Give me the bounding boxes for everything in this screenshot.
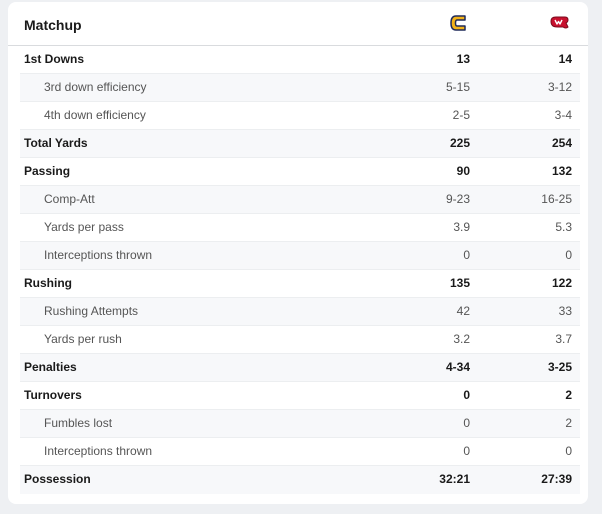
team1-stat-value: 90 [456,164,470,178]
stat-row: Passing 90 132 [20,158,580,186]
stat-label: Rushing [24,276,72,290]
stat-row: Interceptions thrown 0 0 [20,242,580,270]
stat-label: Fumbles lost [44,416,113,430]
team2-stat-value: 27:39 [541,472,572,486]
stat-row: Rushing Attempts 42 33 [20,298,580,326]
team2-stat-value: 122 [551,276,572,290]
team2-stat-value: 16-25 [541,192,572,206]
stat-row: Comp-Att 9-23 16-25 [20,186,580,214]
team2-stat-value: 3.7 [555,332,572,346]
stat-label: Rushing Attempts [44,304,139,318]
stat-label: Penalties [24,360,77,374]
stat-label: Total Yards [24,136,88,150]
team1-stat-value: 5-15 [445,80,470,94]
stat-label: 1st Downs [24,52,85,66]
team2-stat-value: 2 [565,416,572,430]
team1-stat-value: 2-5 [452,108,470,122]
stat-row: Total Yards 225 254 [20,130,580,158]
stat-label: Turnovers [24,388,82,402]
stat-row: Interceptions thrown 0 0 [20,438,580,466]
stat-label: Possession [24,472,91,486]
matchup-header: Matchup [8,2,588,46]
team2-stat-value: 3-12 [547,80,572,94]
matchup-card: Matchup 1st Downs 13 14 3rd down efficiency… [8,2,588,504]
team1-stat-value: 3.9 [453,220,470,234]
team2-stat-value: 3-25 [547,360,572,374]
chattanooga-c-logo-icon[interactable] [448,12,470,34]
stat-label: Interceptions thrown [44,444,153,458]
team1-stat-value: 9-23 [445,192,470,206]
team1-stat-value: 32:21 [439,472,470,486]
stat-row: Yards per pass 3.9 5.3 [20,214,580,242]
stat-row: Penalties 4-34 3-25 [20,354,580,382]
team2-stat-value: 254 [551,136,572,150]
team1-stat-value: 42 [456,304,470,318]
team1-stat-value: 0 [463,416,470,430]
team2-stat-value: 14 [558,52,572,66]
team2-stat-value: 2 [565,388,572,402]
team1-stat-value: 4-34 [445,360,470,374]
team1-stat-value: 3.2 [453,332,470,346]
stats-table: 1st Downs 13 14 3rd down efficiency 5-15 3-12… [20,46,580,494]
western-carolina-logo-icon[interactable] [548,12,570,34]
stat-label: Passing [24,164,71,178]
matchup-title: Matchup [24,17,82,33]
stat-row: Rushing 135 122 [20,270,580,298]
team1-stat-value: 225 [449,136,470,150]
stat-row: Fumbles lost 0 2 [20,410,580,438]
team1-stat-value: 0 [463,248,470,262]
team2-stat-value: 33 [558,304,572,318]
team2-stat-value: 3-4 [554,108,572,122]
stat-label: 4th down efficiency [44,108,146,122]
stat-row: Possession 32:21 27:39 [20,466,580,494]
stat-row: Yards per rush 3.2 3.7 [20,326,580,354]
team2-stat-value: 0 [565,248,572,262]
stat-row: Turnovers 0 2 [20,382,580,410]
stat-row: 3rd down efficiency 5-15 3-12 [20,74,580,102]
team2-stat-value: 132 [551,164,572,178]
stat-label: Interceptions thrown [44,248,153,262]
team1-stat-value: 135 [449,276,470,290]
stat-label: 3rd down efficiency [44,80,147,94]
stat-row: 4th down efficiency 2-5 3-4 [20,102,580,130]
team2-stat-value: 5.3 [555,220,572,234]
stat-row: 1st Downs 13 14 [20,46,580,74]
stat-label: Yards per rush [44,332,122,346]
team1-stat-value: 0 [463,444,470,458]
team1-stat-value: 13 [456,52,470,66]
stat-label: Yards per pass [44,220,124,234]
stat-label: Comp-Att [44,192,95,206]
team1-stat-value: 0 [463,388,470,402]
team2-stat-value: 0 [565,444,572,458]
